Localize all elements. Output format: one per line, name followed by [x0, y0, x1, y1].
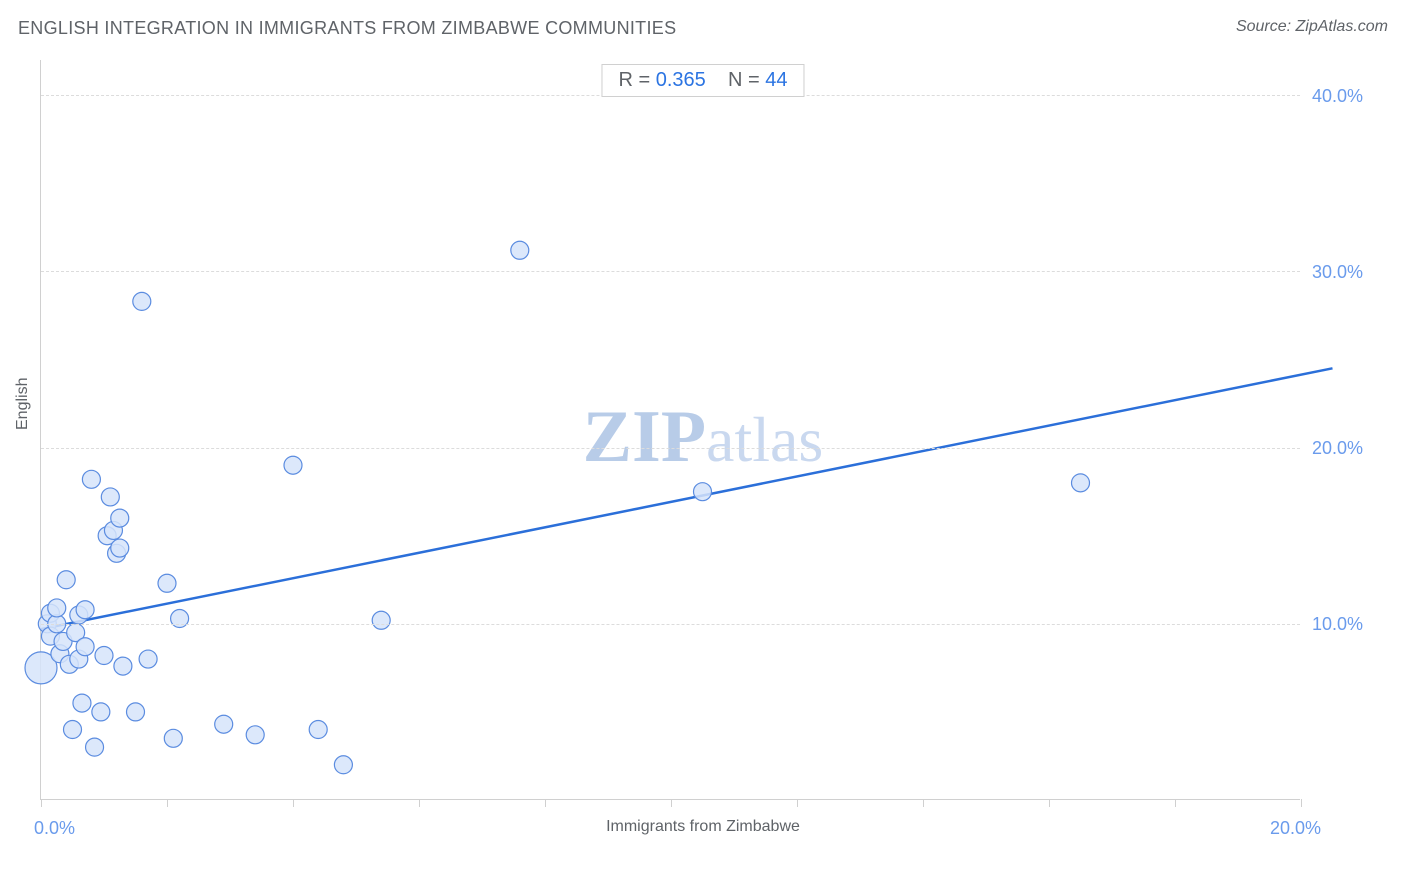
scatter-point: [511, 241, 529, 259]
ytick-30: 30.0%: [1312, 262, 1363, 283]
y-axis-label: English: [14, 378, 32, 430]
scatter-point: [164, 729, 182, 747]
xtick-mark: [671, 799, 672, 807]
xtick-mark: [797, 799, 798, 807]
scatter-point: [57, 571, 75, 589]
stats-box: R = 0.365 N = 44: [601, 64, 804, 97]
scatter-point: [92, 703, 110, 721]
scatter-point: [86, 738, 104, 756]
scatter-point: [76, 638, 94, 656]
source-attribution: Source: ZipAtlas.com: [1236, 18, 1388, 36]
xtick-20: 20.0%: [1270, 818, 1321, 839]
n-value: 44: [765, 69, 787, 91]
scatter-point: [111, 539, 129, 557]
scatter-point: [133, 292, 151, 310]
scatter-point: [246, 726, 264, 744]
scatter-point: [127, 703, 145, 721]
scatter-point: [101, 488, 119, 506]
scatter-point: [111, 509, 129, 527]
n-label: N =: [728, 69, 760, 91]
scatter-point: [171, 610, 189, 628]
xtick-mark: [923, 799, 924, 807]
scatter-point: [114, 657, 132, 675]
xtick-mark: [545, 799, 546, 807]
scatter-point: [215, 715, 233, 733]
xtick-mark: [41, 799, 42, 807]
ytick-20: 20.0%: [1312, 438, 1363, 459]
scatter-point: [76, 601, 94, 619]
r-label: R =: [618, 69, 650, 91]
scatter-point: [309, 721, 327, 739]
xtick-mark: [1049, 799, 1050, 807]
gridline-h: [41, 271, 1300, 272]
scatter-point: [372, 611, 390, 629]
xtick-mark: [167, 799, 168, 807]
scatter-point: [95, 647, 113, 665]
scatter-point: [1072, 474, 1090, 492]
scatter-point: [82, 470, 100, 488]
xtick-mark: [1301, 799, 1302, 807]
scatter-plot-svg: [41, 60, 1300, 799]
ytick-40: 40.0%: [1312, 86, 1363, 107]
xtick-0: 0.0%: [34, 818, 75, 839]
gridline-h: [41, 624, 1300, 625]
gridline-h: [41, 448, 1300, 449]
xtick-mark: [293, 799, 294, 807]
chart-plot-area: [40, 60, 1300, 800]
trendline: [41, 368, 1333, 629]
scatter-point: [139, 650, 157, 668]
x-axis-label: Immigrants from Zimbabwe: [0, 818, 1406, 836]
xtick-mark: [419, 799, 420, 807]
scatter-point: [334, 756, 352, 774]
scatter-point: [73, 694, 91, 712]
scatter-point: [694, 483, 712, 501]
scatter-point: [48, 599, 66, 617]
scatter-point: [64, 721, 82, 739]
ytick-10: 10.0%: [1312, 614, 1363, 635]
scatter-point: [158, 574, 176, 592]
xtick-mark: [1175, 799, 1176, 807]
scatter-point: [284, 456, 302, 474]
chart-title: ENGLISH INTEGRATION IN IMMIGRANTS FROM Z…: [18, 18, 676, 38]
r-value: 0.365: [656, 69, 706, 91]
